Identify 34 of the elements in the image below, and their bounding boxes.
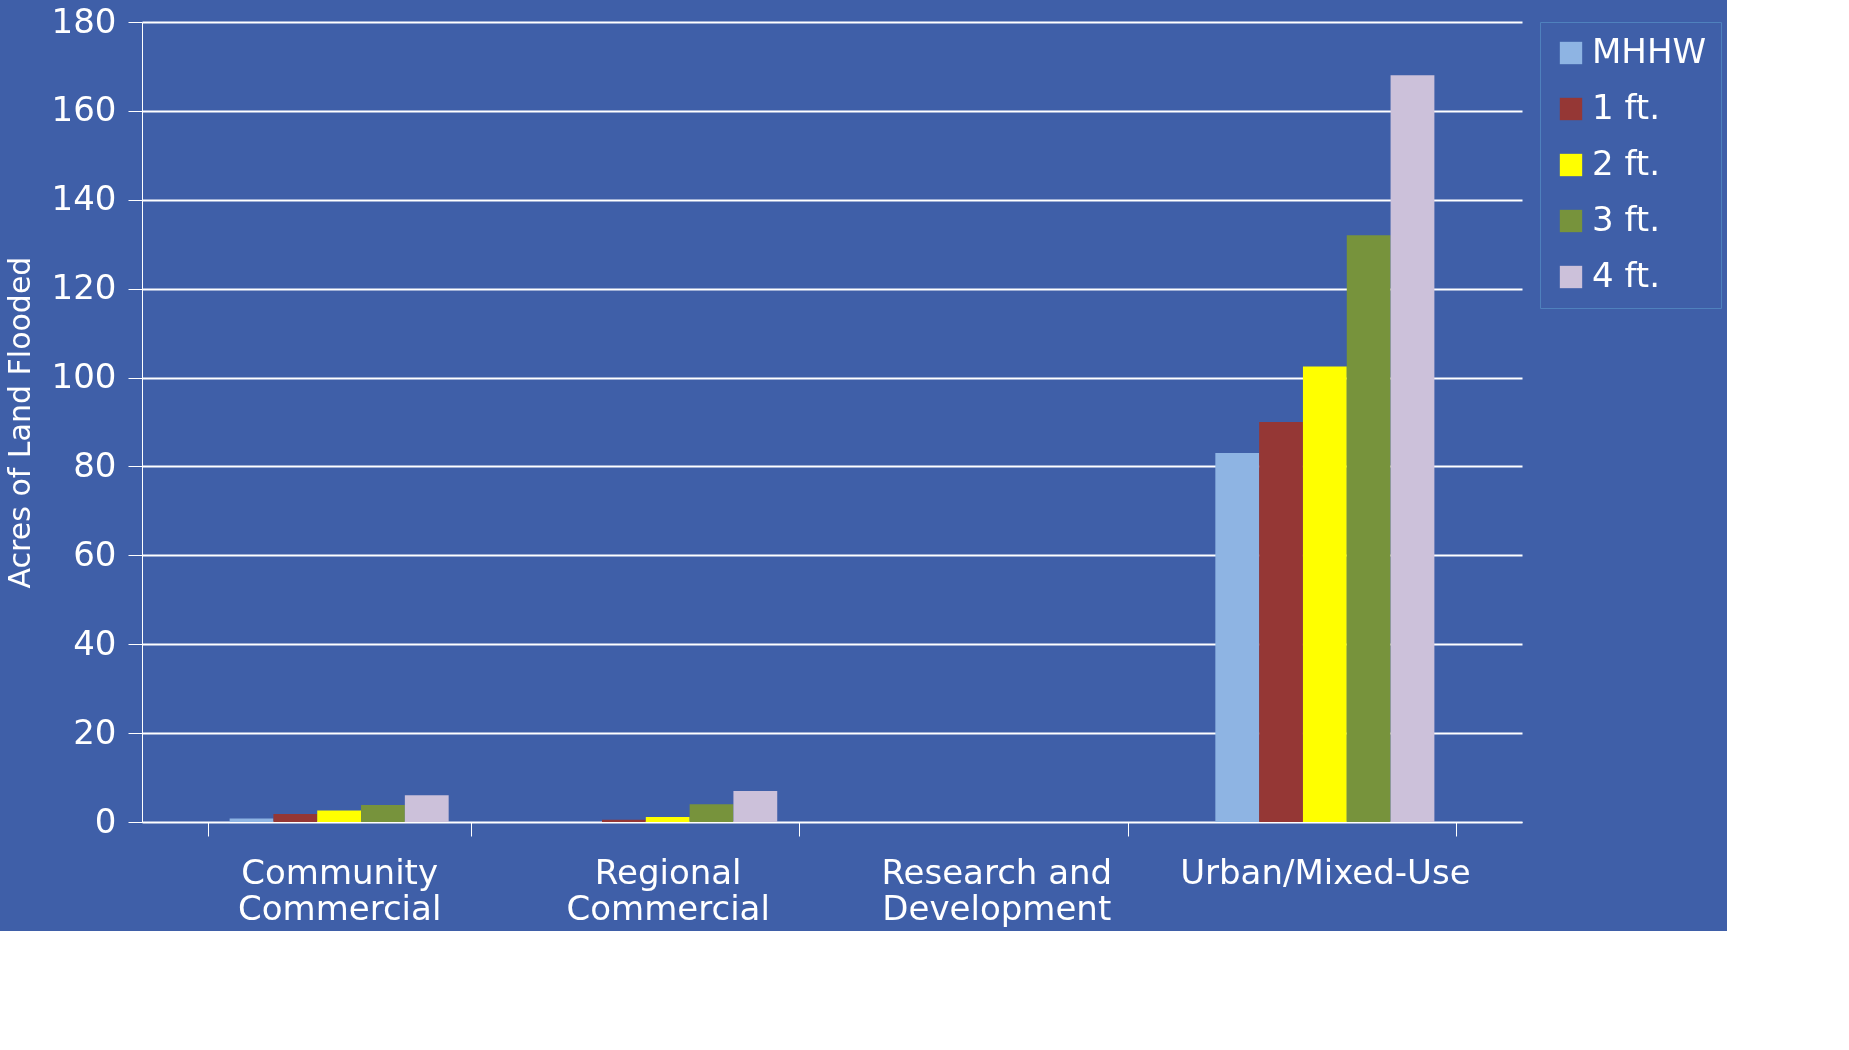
x-tick-label: Community Commercial	[237, 851, 442, 928]
legend-label: 3 ft.	[1592, 199, 1660, 239]
bar	[404, 795, 449, 822]
y-tick-label: 180	[51, 0, 117, 41]
legend-label: 1 ft.	[1592, 87, 1660, 127]
bar	[1390, 75, 1435, 822]
bar	[317, 810, 362, 822]
legend-label: 4 ft.	[1592, 255, 1660, 295]
legend-label: MHHW	[1592, 31, 1707, 71]
y-tick-label: 0	[94, 800, 117, 841]
bar	[361, 805, 405, 822]
y-axis-title: Acres of Land Flooded	[1, 256, 37, 589]
bar	[645, 817, 690, 822]
bar	[229, 818, 274, 822]
y-tick-label: 120	[51, 267, 117, 308]
bar	[1259, 422, 1303, 822]
bar	[733, 790, 778, 822]
y-tick-label: 80	[73, 444, 117, 485]
y-tick-label: 40	[73, 622, 117, 663]
bar	[689, 804, 734, 822]
y-tick-label: 100	[51, 356, 117, 397]
y-tick-label: 140	[51, 178, 117, 219]
bar	[1302, 366, 1347, 822]
bar	[602, 819, 646, 822]
bar	[1215, 453, 1260, 822]
bar	[1346, 235, 1391, 822]
y-tick-label: 60	[73, 533, 117, 574]
legend-label: 2 ft.	[1592, 143, 1660, 183]
x-tick-label: Urban/Mixed-Use	[1180, 851, 1471, 892]
y-tick-label: 160	[51, 89, 117, 130]
bar	[273, 814, 318, 822]
y-tick-label: 20	[73, 711, 117, 752]
x-tick-label: Research and Development	[881, 851, 1113, 928]
x-tick-label: Regional Commercial	[566, 851, 770, 928]
